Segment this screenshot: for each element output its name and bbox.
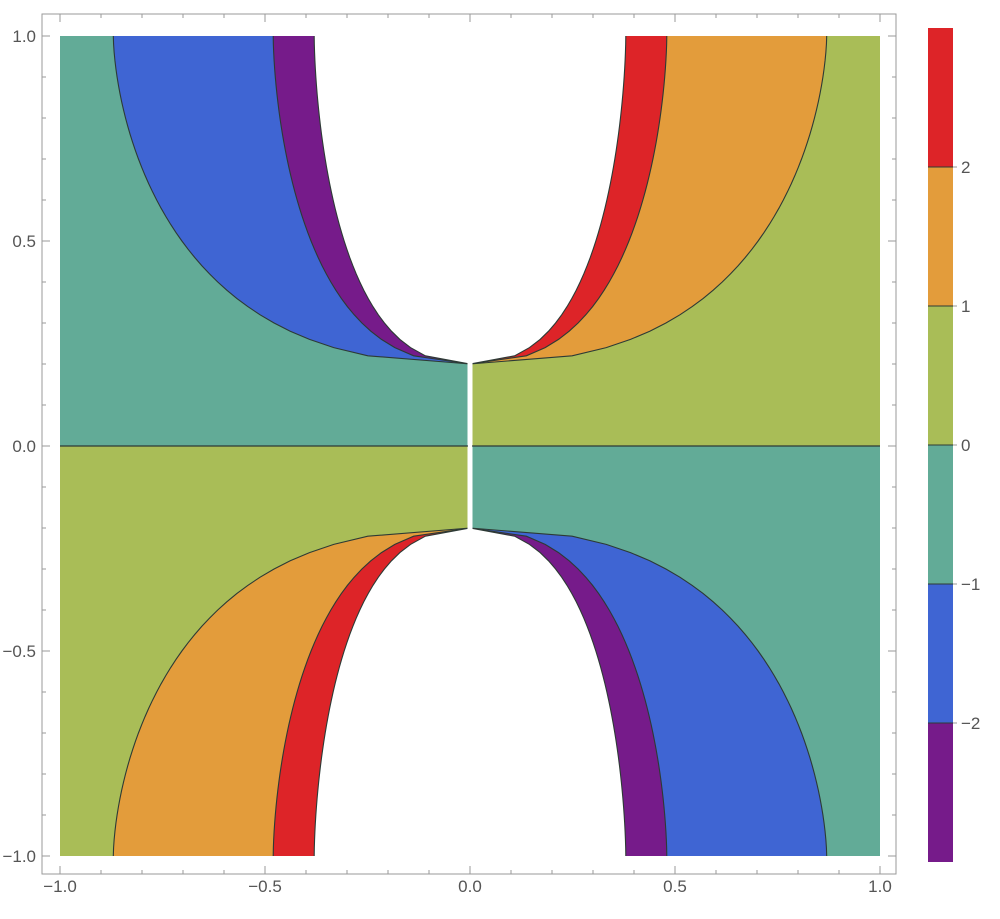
band-lower-left-3 — [314, 528, 470, 856]
region-lower-right — [469, 446, 880, 857]
legend-swatch — [928, 584, 953, 723]
y-tick-label: 0.5 — [12, 232, 36, 251]
y-tick-label: 1.0 — [12, 27, 36, 46]
x-tick-label: 0.0 — [458, 877, 482, 896]
x-tick-label: 0.5 — [663, 877, 687, 896]
region-upper-left — [60, 35, 471, 446]
legend-swatch — [928, 167, 953, 306]
region-lower-left — [60, 446, 471, 857]
contour-line — [313, 527, 471, 857]
contour-line — [469, 527, 828, 857]
x-axis: −1.0 −0.5 0.0 0.5 1.0 — [43, 14, 892, 896]
band-upper-left-3 — [314, 36, 470, 364]
frame-rect — [41, 13, 897, 875]
legend-swatch — [928, 445, 953, 584]
x-tick-label: −0.5 — [248, 877, 282, 896]
contour-line — [469, 35, 828, 365]
region-upper-right — [469, 35, 880, 446]
y-tick-label: −1.0 — [2, 847, 36, 866]
contour-line — [469, 527, 668, 857]
band-upper-right-3 — [470, 36, 626, 364]
contour-line — [272, 527, 471, 857]
contour-line — [469, 527, 627, 857]
contour-line — [313, 35, 471, 365]
legend-tick-label: 0 — [961, 436, 970, 455]
x-tick-label: 1.0 — [868, 877, 892, 896]
legend-swatch — [928, 723, 953, 862]
legend-swatch — [928, 306, 953, 445]
band-lower-right-3 — [470, 528, 626, 856]
y-tick-label: 0.0 — [12, 437, 36, 456]
x-tick-label: −1.0 — [43, 877, 77, 896]
y-tick-label: −0.5 — [2, 642, 36, 661]
plot-area — [60, 35, 880, 857]
y-axis: −1.0 −0.5 0.0 0.5 1.0 — [2, 27, 896, 866]
legend-tick-label: −1 — [961, 575, 980, 594]
legend-tick-label: 2 — [961, 158, 970, 177]
contour-line — [112, 35, 471, 365]
contour-line — [112, 527, 471, 857]
color-legend: 2 1 0 −1 −2 — [928, 28, 980, 862]
legend-tick-label: 1 — [961, 297, 970, 316]
plot-frame — [41, 13, 897, 875]
legend-tick-label: −2 — [961, 714, 980, 733]
contour-line — [469, 35, 668, 365]
legend-swatch — [928, 28, 953, 167]
contour-line — [469, 35, 627, 365]
contour-line — [272, 35, 471, 365]
